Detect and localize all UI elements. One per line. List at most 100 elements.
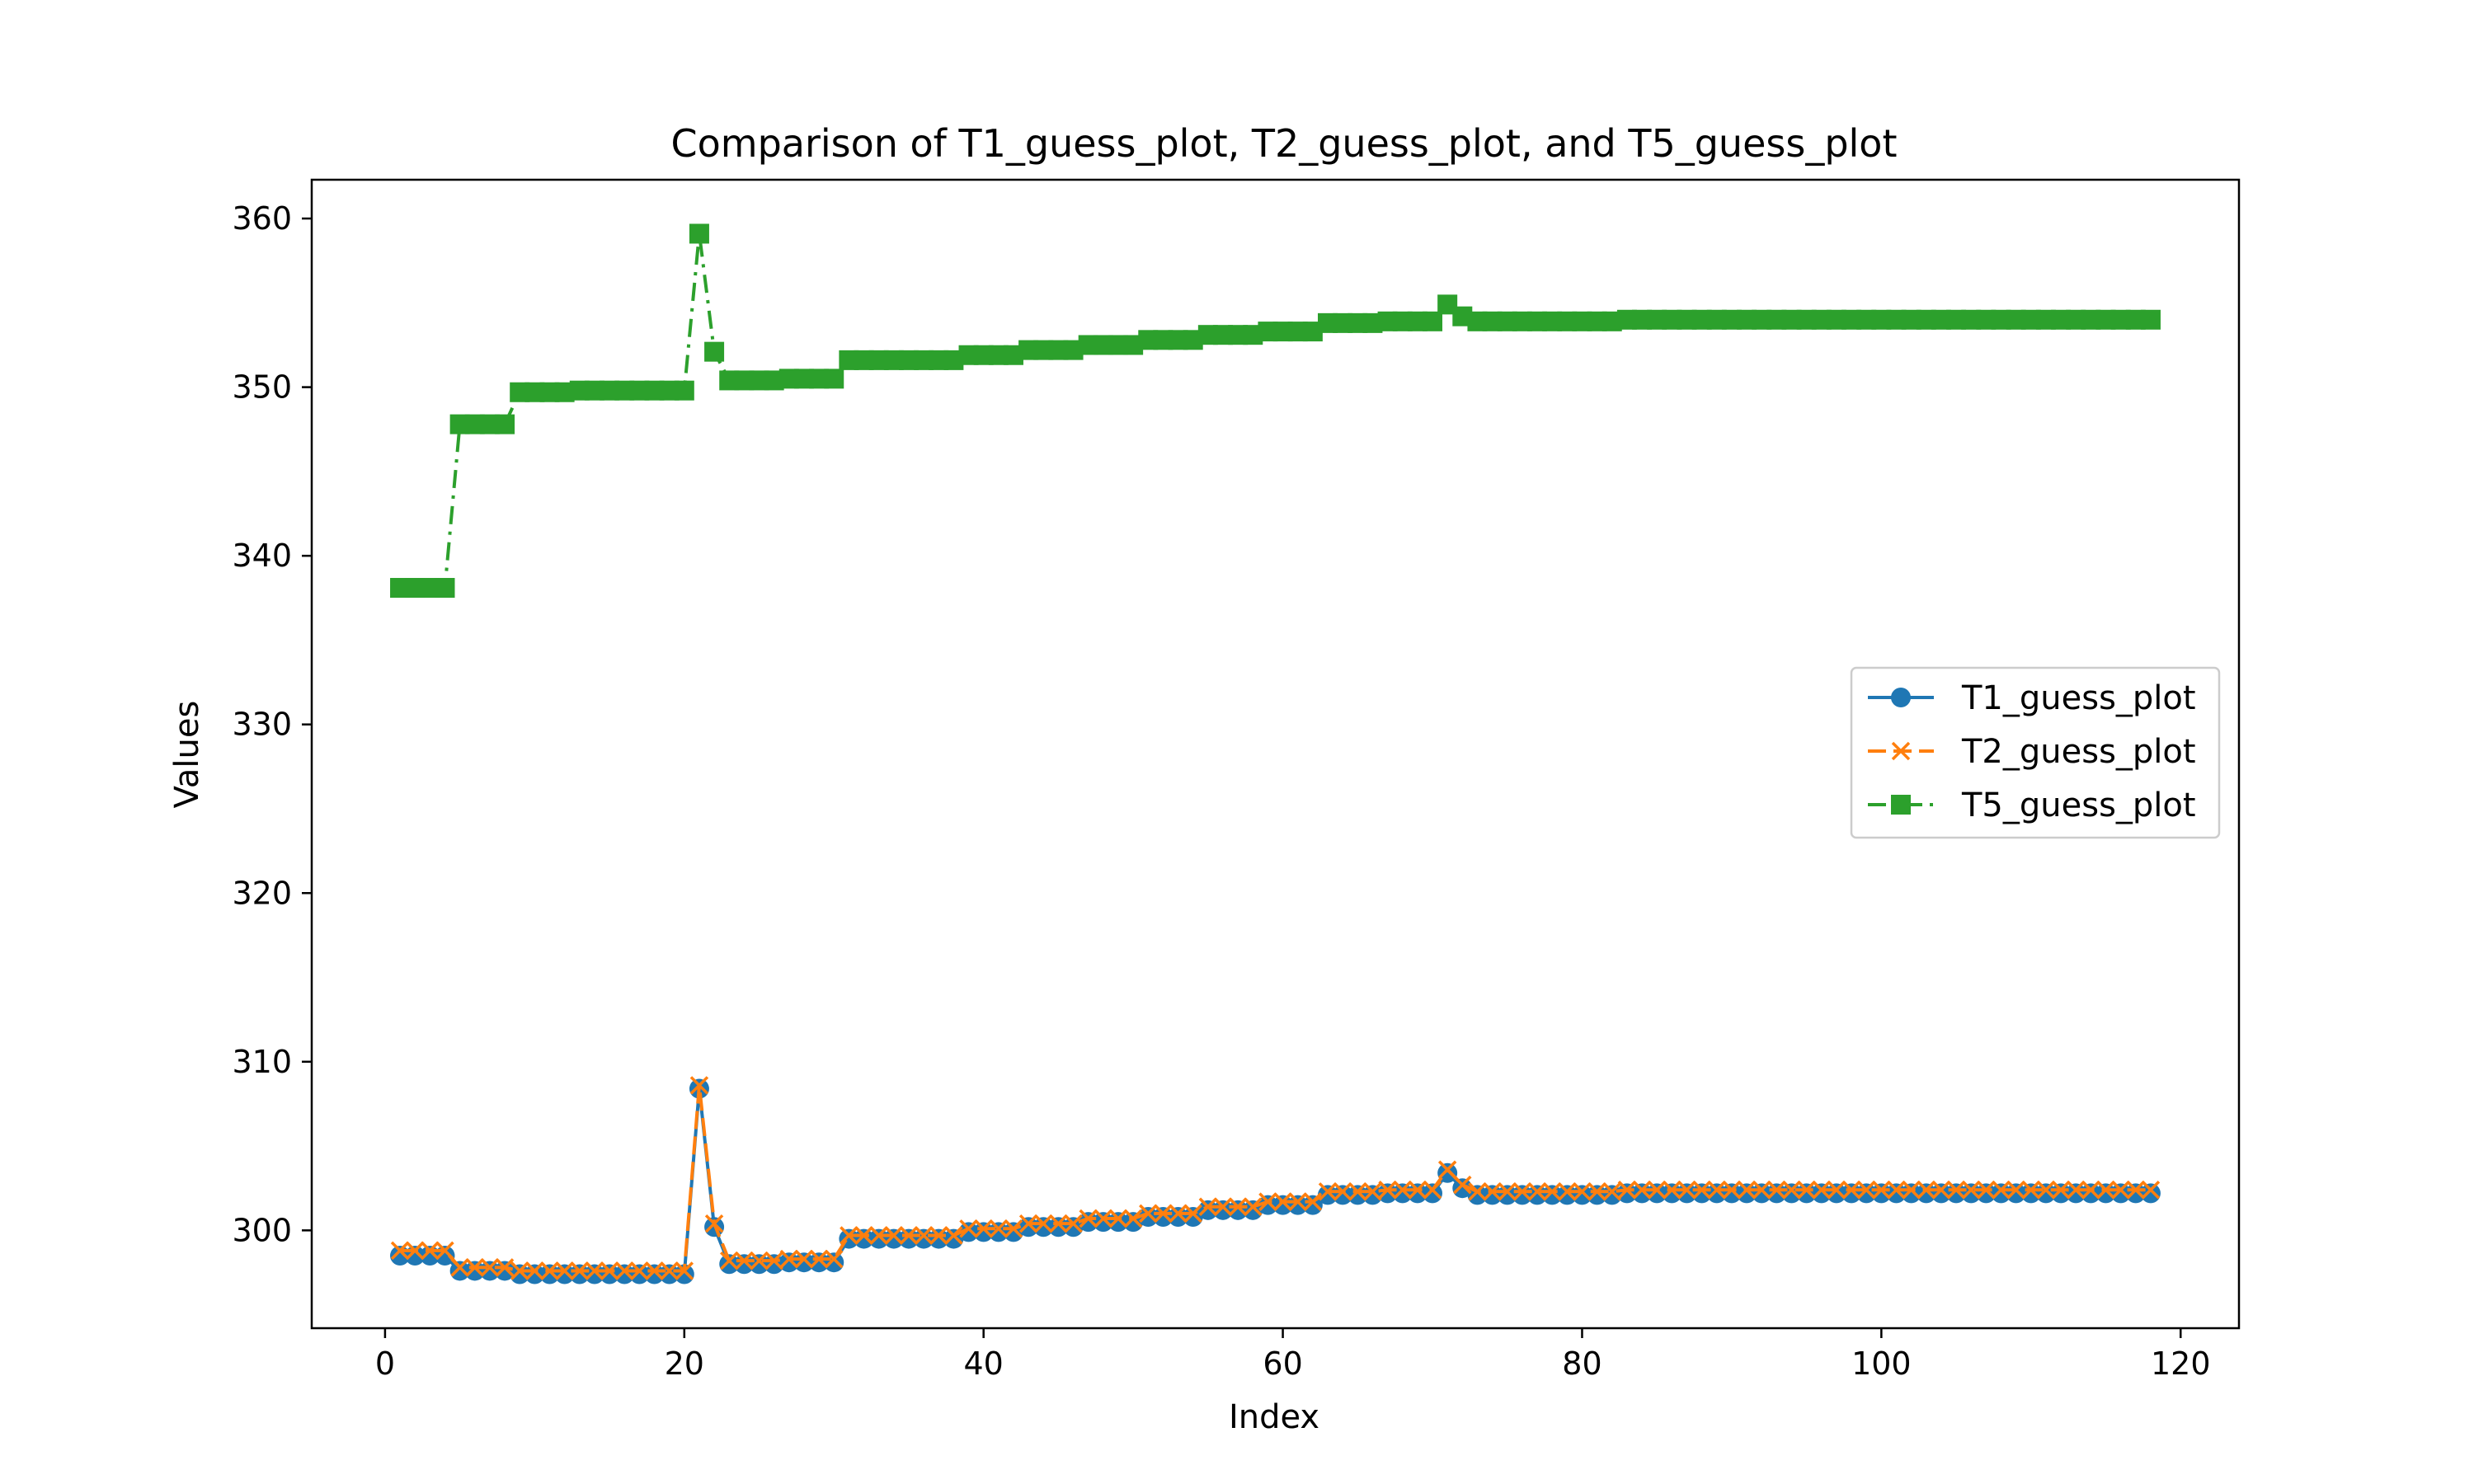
data-point xyxy=(1303,1192,1323,1211)
data-point xyxy=(1378,1181,1397,1200)
data-point xyxy=(540,1261,559,1280)
data-point xyxy=(719,1254,740,1275)
data-point xyxy=(1917,1181,1936,1200)
data-point xyxy=(2036,1181,2056,1200)
data-point xyxy=(779,1249,799,1269)
data-point xyxy=(1797,1181,1816,1200)
data-point xyxy=(1992,1181,2011,1200)
series-T5_guess_plot xyxy=(390,223,2161,599)
x-axis-label: Index xyxy=(1229,1398,1319,1436)
data-point xyxy=(914,1226,934,1245)
data-point xyxy=(1079,1209,1098,1228)
data-point xyxy=(1004,1219,1023,1238)
data-point xyxy=(1663,1181,1681,1200)
data-point xyxy=(1587,1182,1606,1201)
data-point xyxy=(660,1261,679,1280)
data-point xyxy=(449,1261,470,1281)
data-point xyxy=(1333,1182,1352,1201)
data-point xyxy=(1064,1214,1083,1233)
data-point xyxy=(1213,1197,1233,1216)
legend-item: T5_guess_plot xyxy=(1868,787,2196,824)
data-point xyxy=(1288,1192,1307,1211)
data-point xyxy=(1617,1181,1637,1200)
data-point xyxy=(1977,1181,1996,1200)
data-point xyxy=(1198,1197,1218,1216)
x-tick-label: 120 xyxy=(2151,1345,2211,1382)
data-point xyxy=(1961,1181,1981,1200)
data-point xyxy=(959,1219,978,1238)
data-point xyxy=(1931,1181,1951,1200)
data-point xyxy=(824,369,844,389)
data-point xyxy=(2140,309,2161,330)
y-tick-label: 340 xyxy=(232,538,292,574)
data-point xyxy=(1408,1181,1427,1200)
x-tick-label: 20 xyxy=(665,1345,704,1382)
legend-marker xyxy=(1891,688,1911,707)
data-point xyxy=(614,1261,634,1280)
data-point xyxy=(1453,1175,1472,1195)
data-point xyxy=(2111,1181,2130,1200)
y-tick-label: 300 xyxy=(232,1212,292,1248)
data-point xyxy=(1169,1204,1188,1223)
data-point xyxy=(989,1219,1009,1238)
y-tick-label: 310 xyxy=(232,1044,292,1080)
data-point xyxy=(1244,1197,1263,1216)
axes-frame xyxy=(310,178,2241,1330)
data-point xyxy=(1423,1183,1443,1204)
data-point xyxy=(1139,1204,1158,1223)
data-point xyxy=(435,578,455,599)
data-point xyxy=(555,1261,574,1280)
series-line xyxy=(400,1085,2151,1273)
data-point xyxy=(1138,1206,1159,1227)
data-point xyxy=(600,1261,619,1280)
data-point xyxy=(1228,1197,1248,1216)
data-point xyxy=(2096,1181,2115,1200)
data-point xyxy=(1767,1181,1786,1200)
data-point xyxy=(525,1261,544,1280)
data-point xyxy=(1722,1181,1742,1200)
data-point xyxy=(570,1261,590,1280)
data-point xyxy=(1902,1181,1921,1200)
data-point xyxy=(929,1226,948,1245)
data-point xyxy=(689,223,709,244)
data-point xyxy=(1273,1192,1292,1211)
legend-marker xyxy=(1891,795,1911,815)
data-point xyxy=(1363,1182,1382,1201)
x-tick-label: 0 xyxy=(375,1345,395,1382)
data-point xyxy=(719,1251,739,1270)
data-point xyxy=(1423,311,1443,331)
y-tick-label: 360 xyxy=(232,200,292,237)
data-point xyxy=(495,414,515,434)
y-axis-label: Values xyxy=(168,701,206,809)
data-point xyxy=(480,1258,500,1277)
data-point xyxy=(1318,1182,1338,1201)
data-point xyxy=(1647,1181,1667,1200)
data-point xyxy=(824,1252,844,1273)
data-point xyxy=(1049,1214,1068,1233)
data-point xyxy=(1258,1192,1277,1211)
data-point xyxy=(1827,1181,1846,1200)
y-tick-label: 330 xyxy=(232,707,292,743)
data-point xyxy=(794,1249,814,1269)
chart-title: Comparison of T1_guess_plot, T2_guess_pl… xyxy=(671,121,1898,166)
data-point xyxy=(840,1226,858,1245)
data-point xyxy=(1737,1181,1757,1200)
data-point xyxy=(944,1226,963,1245)
data-point xyxy=(674,380,694,401)
data-point xyxy=(825,1249,844,1269)
data-point xyxy=(1707,1181,1726,1200)
data-point xyxy=(735,1251,754,1270)
data-point xyxy=(884,1226,904,1245)
y-tick-label: 350 xyxy=(232,369,292,406)
data-point xyxy=(405,1241,425,1261)
y-axis: 300 310 320 330 340 350 360 xyxy=(232,200,312,1248)
data-point xyxy=(974,1219,993,1238)
data-point xyxy=(2141,1181,2161,1200)
data-point xyxy=(1602,1182,1621,1201)
data-point xyxy=(630,1261,649,1280)
series-T2_guess_plot xyxy=(390,1076,2161,1280)
data-point xyxy=(2081,1181,2100,1200)
data-point xyxy=(1018,1214,1038,1233)
data-point xyxy=(1437,1162,1458,1183)
